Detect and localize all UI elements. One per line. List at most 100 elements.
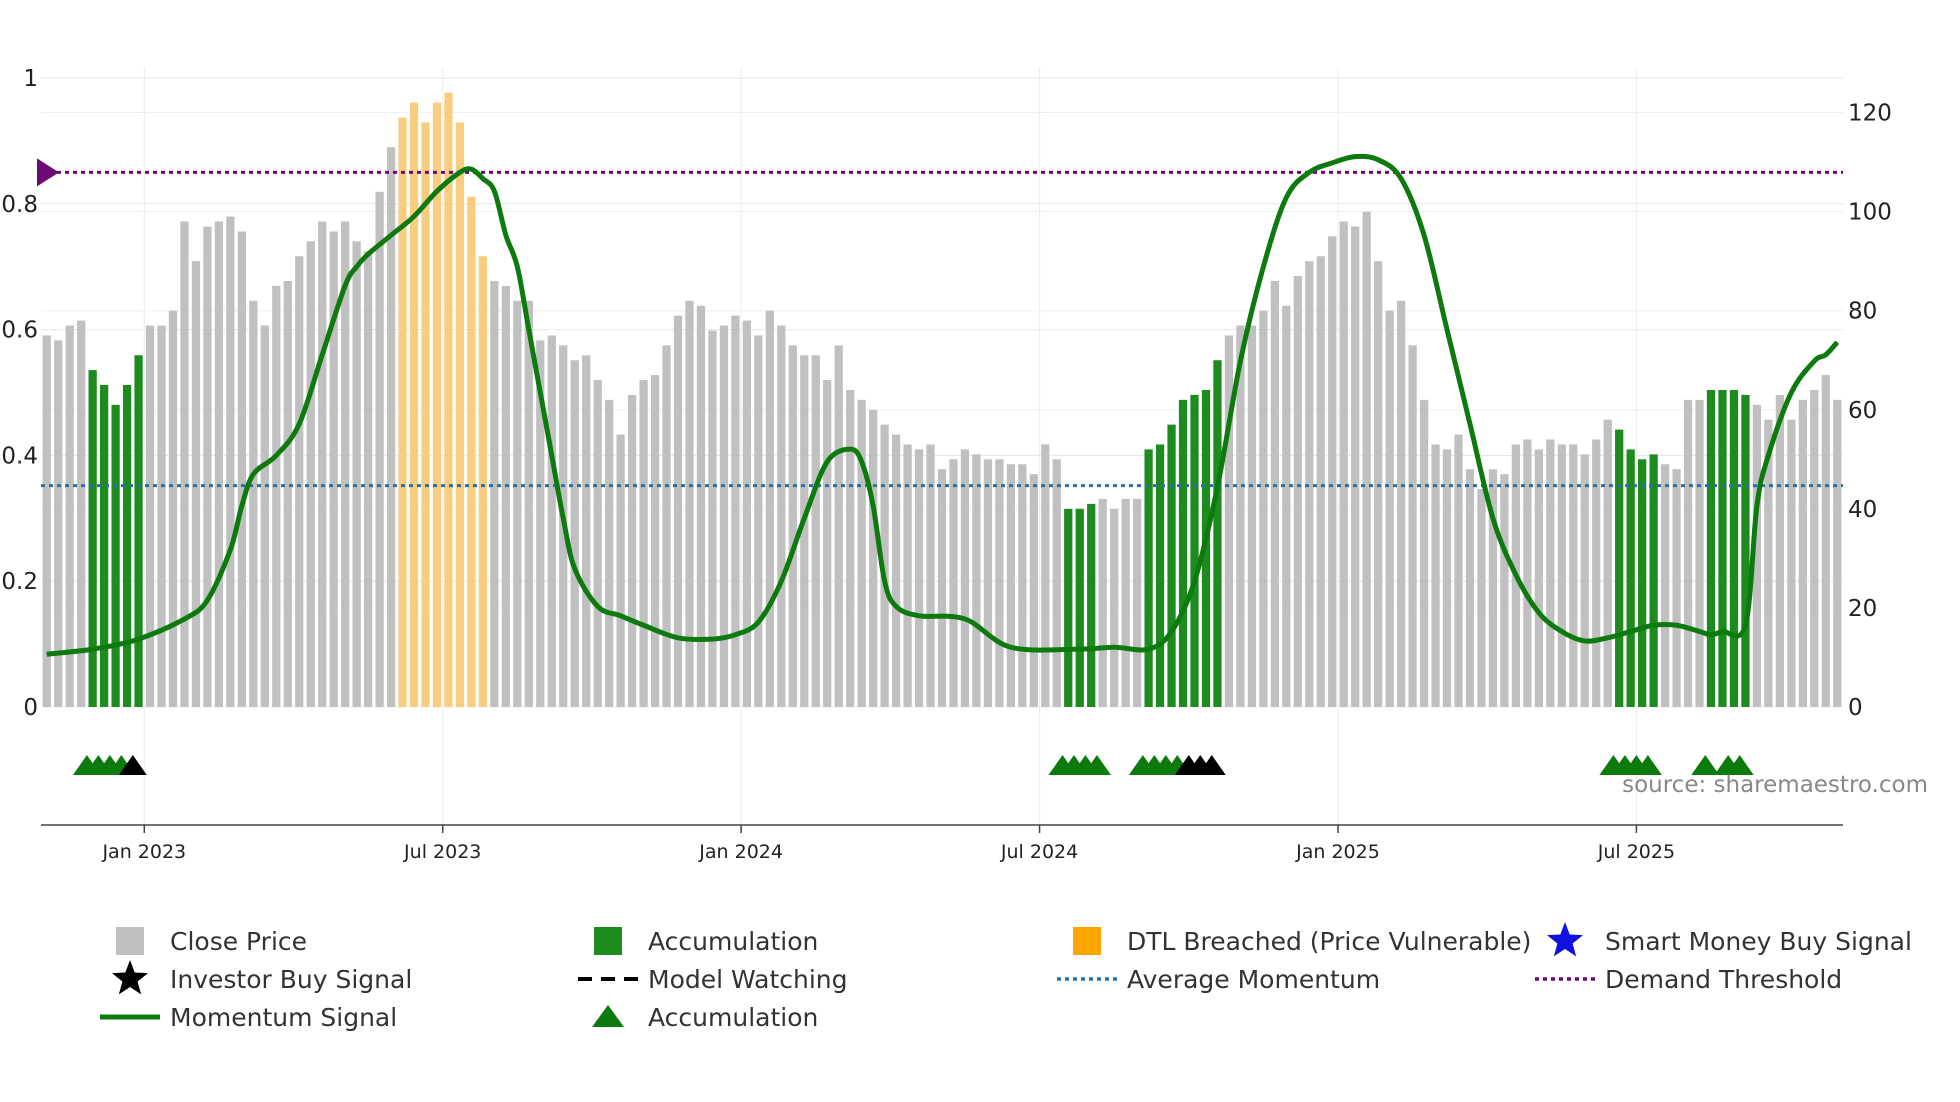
close-price-bar bbox=[1374, 261, 1383, 707]
close-price-bar bbox=[168, 310, 178, 707]
legend-label: DTL Breached (Price Vulnerable) bbox=[1127, 927, 1531, 956]
close-price-bar bbox=[341, 221, 350, 707]
close-price-bar bbox=[765, 310, 774, 707]
close-price-bar bbox=[1362, 211, 1371, 707]
accumulation-bar bbox=[1213, 360, 1222, 707]
close-price-bar bbox=[800, 355, 809, 707]
close-price-bar bbox=[995, 459, 1004, 707]
x-tick-label: Jul 2023 bbox=[403, 841, 481, 863]
dtl-breached-bar bbox=[432, 102, 442, 708]
dtl-breached-bar bbox=[398, 117, 407, 707]
accumulation-bar bbox=[1706, 389, 1716, 707]
accumulation-bar bbox=[1087, 503, 1096, 707]
accumulation-bar bbox=[1649, 454, 1658, 707]
close-price-bar bbox=[1316, 256, 1325, 707]
accumulation-bar bbox=[1615, 429, 1624, 707]
accumulation-bar bbox=[1718, 389, 1727, 707]
x-tick-label: Jul 2025 bbox=[1597, 841, 1675, 863]
dtl-breached-bar bbox=[421, 122, 430, 707]
legend-swatch bbox=[594, 927, 622, 955]
close-price-bar bbox=[960, 449, 970, 707]
close-price-bar bbox=[937, 469, 947, 707]
close-price-bar bbox=[1029, 474, 1038, 707]
accumulation-bar bbox=[1064, 508, 1073, 707]
x-tick-label: Jan 2023 bbox=[101, 841, 186, 863]
close-price-bar bbox=[1419, 399, 1429, 707]
close-price-bar bbox=[834, 345, 843, 707]
close-price-bar bbox=[857, 399, 866, 707]
close-price-bar bbox=[972, 454, 981, 707]
close-price-bar bbox=[1385, 310, 1394, 707]
right-tick-label: 20 bbox=[1848, 596, 1877, 622]
close-price-bar bbox=[180, 221, 189, 707]
momentum-signal-line bbox=[46, 153, 1840, 657]
close-price-bar bbox=[1523, 439, 1532, 707]
left-tick-label: 0.4 bbox=[1, 443, 38, 469]
close-price-bar bbox=[318, 221, 327, 707]
accumulation-bar bbox=[134, 355, 143, 707]
close-price-bar bbox=[731, 315, 740, 707]
close-price-bar bbox=[1683, 399, 1693, 707]
close-price-bar bbox=[501, 285, 510, 707]
x-tick-label: Jan 2025 bbox=[1295, 841, 1380, 863]
close-price-bar bbox=[1534, 449, 1543, 707]
close-price-bar bbox=[903, 444, 912, 707]
close-price-bar bbox=[1247, 325, 1257, 707]
dtl-breached-bar bbox=[455, 122, 465, 707]
close-price-bar bbox=[1603, 419, 1612, 707]
accumulation-bar bbox=[88, 370, 97, 707]
close-price-bar bbox=[1821, 375, 1830, 707]
close-price-bar bbox=[1110, 508, 1119, 707]
close-price-bar bbox=[685, 300, 694, 707]
close-price-bar bbox=[1396, 300, 1406, 707]
right-tick-label: 40 bbox=[1848, 497, 1877, 523]
close-price-bar bbox=[891, 434, 901, 707]
accumulation-bar bbox=[1190, 394, 1199, 707]
close-price-bar bbox=[1569, 444, 1578, 707]
investor-buy-triangle bbox=[118, 755, 147, 775]
close-price-bar bbox=[536, 340, 545, 707]
close-price-bar bbox=[1351, 226, 1360, 707]
close-price-bar bbox=[145, 325, 155, 707]
close-price-bar bbox=[283, 280, 292, 707]
left-tick-label: 1 bbox=[23, 66, 38, 92]
x-tick-label: Jul 2024 bbox=[1000, 841, 1078, 863]
close-price-bar bbox=[1775, 394, 1785, 707]
close-price-bar bbox=[1339, 221, 1348, 707]
close-price-bar bbox=[1546, 439, 1555, 707]
legend-item: Demand Threshold bbox=[1535, 965, 1842, 994]
close-price-bar bbox=[547, 335, 556, 707]
axes-layer: Jan 2023 Jul 2023 Jan 2024 Jul 2024 Jan 2025… bbox=[1, 66, 1891, 863]
close-price-bar bbox=[375, 191, 384, 708]
close-price-bar bbox=[237, 231, 246, 707]
close-price-bar bbox=[1224, 335, 1234, 707]
close-price-bar bbox=[1787, 419, 1796, 707]
legend-label: Investor Buy Signal bbox=[170, 965, 412, 994]
close-price-bar bbox=[662, 345, 671, 707]
markers-layer bbox=[72, 755, 1754, 775]
right-tick-label: 80 bbox=[1848, 299, 1877, 325]
close-price-bar bbox=[363, 251, 373, 707]
accumulation-bar bbox=[1178, 399, 1188, 707]
legend-item: DTL Breached (Price Vulnerable) bbox=[1073, 927, 1531, 956]
close-price-bar bbox=[983, 459, 993, 707]
close-price-bar bbox=[1121, 498, 1130, 707]
close-price-bar bbox=[1293, 276, 1302, 707]
legend-label: Demand Threshold bbox=[1605, 965, 1842, 994]
close-price-bar bbox=[1408, 345, 1417, 707]
close-price-bar bbox=[570, 360, 579, 707]
close-price-bar bbox=[1052, 459, 1061, 707]
close-price-bar bbox=[582, 355, 591, 707]
close-price-bar bbox=[777, 325, 786, 707]
close-price-bar bbox=[1580, 454, 1589, 707]
accumulation-bar bbox=[1075, 508, 1084, 707]
close-price-bar bbox=[627, 394, 637, 707]
left-tick-label: 0 bbox=[23, 695, 38, 721]
close-price-bar bbox=[673, 315, 683, 707]
accumulation-bar bbox=[1144, 449, 1153, 707]
bars-layer bbox=[42, 92, 1842, 708]
close-price-bar bbox=[719, 325, 729, 707]
legend-swatch bbox=[116, 927, 144, 955]
close-price-bar bbox=[823, 380, 832, 707]
